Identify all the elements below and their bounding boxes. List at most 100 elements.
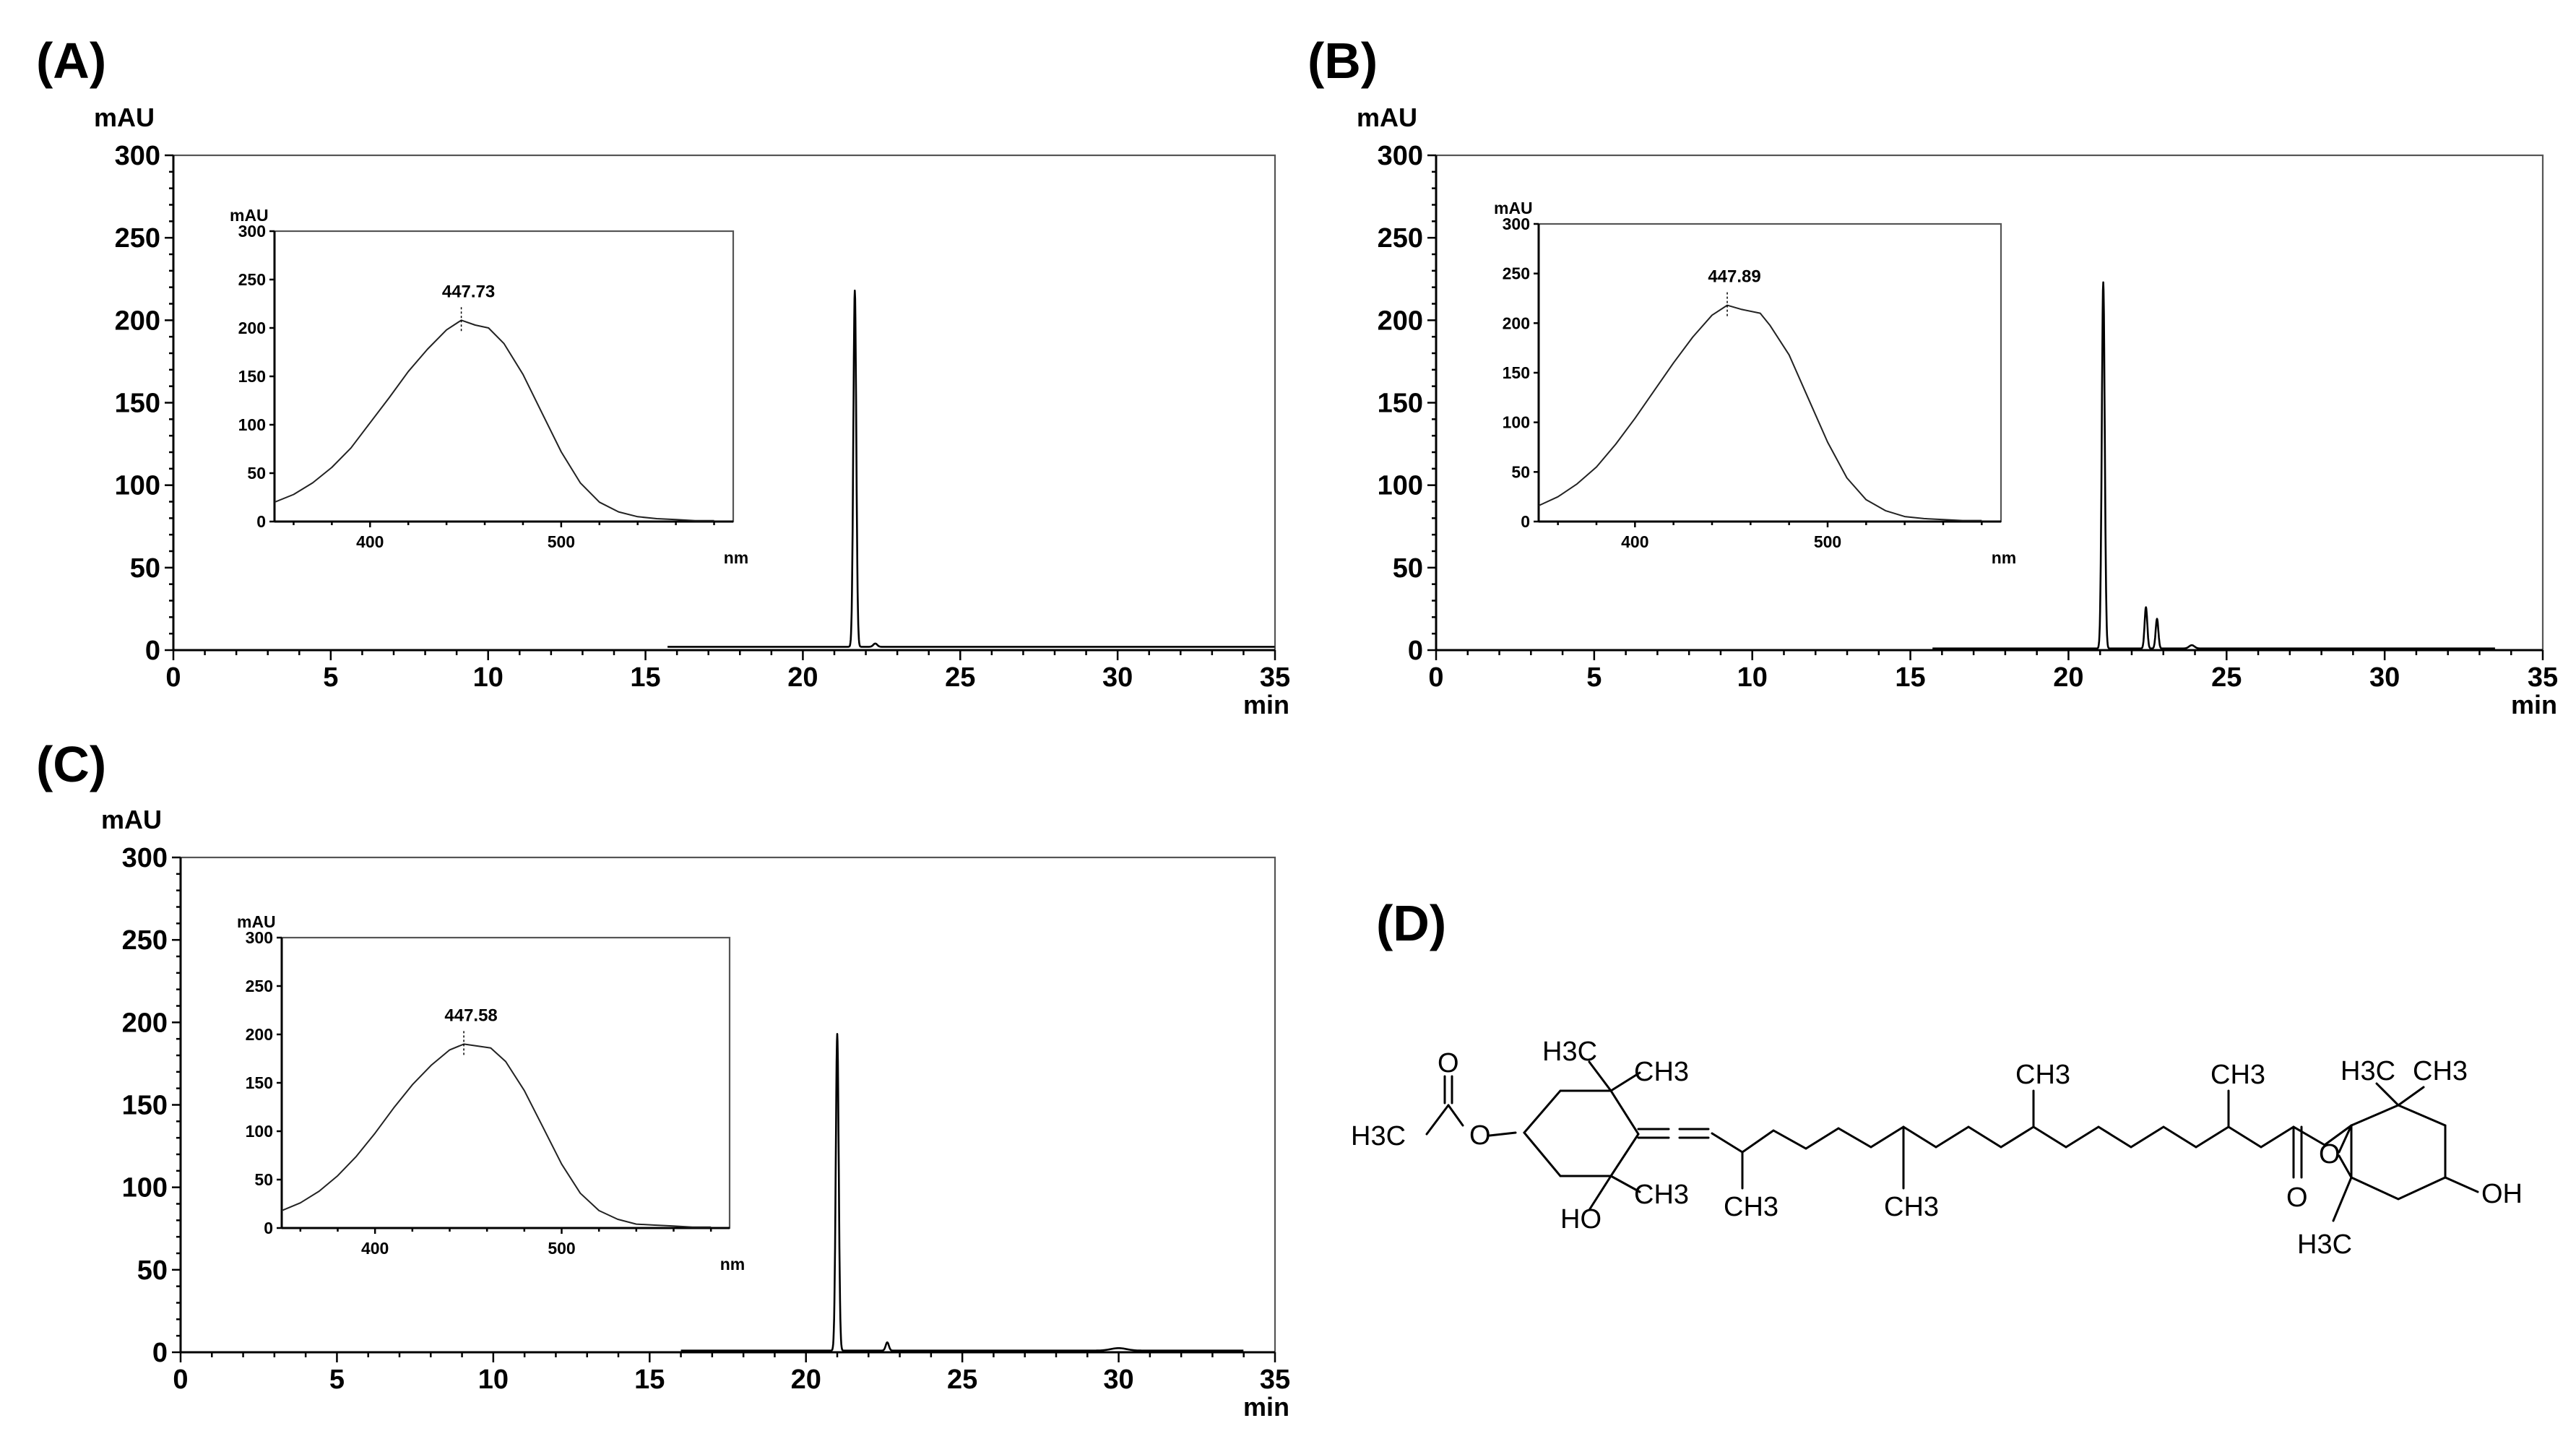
x-tick-label: 35: [1260, 1365, 1290, 1395]
inset-frame: [1537, 222, 2002, 523]
x-axis-unit: min: [1243, 1392, 1289, 1422]
y-tick-label: 150: [115, 389, 160, 419]
bond: [1488, 1131, 1517, 1137]
bond: [2444, 1176, 2479, 1193]
y-tick-label: 100: [115, 471, 160, 501]
label-ch3-ring1-top: CH3: [1634, 1057, 1689, 1087]
label-ch3-chain4: CH3: [2210, 1060, 2265, 1090]
y-tick-label: 50: [137, 1255, 168, 1286]
plot-frame: [1435, 154, 2544, 652]
inset-y-tick-label: 250: [238, 270, 266, 289]
x-tick-label: 30: [1103, 1365, 1133, 1395]
inset-y-unit: mAU: [1494, 199, 1533, 217]
x-tick-label: 0: [173, 1365, 188, 1395]
inset-y-tick-label: 50: [1511, 462, 1530, 481]
x-tick-label: 25: [947, 1365, 977, 1395]
y-tick-label: 300: [122, 843, 168, 873]
x-tick-label: 15: [630, 662, 660, 693]
x-axis-unit: min: [2511, 690, 2557, 719]
inset-y-tick-label: 0: [264, 1219, 273, 1237]
label-h3c-left: H3C: [1351, 1121, 1406, 1151]
label-ch3-chain2: CH3: [1884, 1192, 1939, 1222]
panel-d-label: (D): [1376, 895, 1446, 951]
inset-spectrum-trace: [1538, 304, 1982, 522]
label-ch3-ring1-bottom: CH3: [1634, 1180, 1689, 1210]
inset-x-tick-label: 500: [548, 1239, 575, 1258]
inset-x-unit: nm: [724, 548, 749, 567]
inset-y-tick-label: 0: [256, 512, 266, 531]
y-axis-unit: mAU: [101, 805, 162, 834]
x-tick-label: 25: [945, 662, 975, 693]
label-ho-ring1: HO: [1560, 1204, 1602, 1235]
inset-x-tick-label: 400: [361, 1239, 389, 1258]
y-tick-label: 200: [115, 306, 160, 336]
x-tick-label: 25: [2211, 662, 2242, 693]
bond: [2332, 1176, 2353, 1222]
inset-spectrum: 0 50 100 150 200 250 300 400 500 mAU nm 447.58: [237, 912, 745, 1274]
x-tick-label: 30: [1102, 662, 1133, 693]
bond: [1609, 1175, 1641, 1193]
inset-spectrum-trace: [274, 319, 714, 522]
x-tick-label: 0: [165, 662, 181, 693]
x-axis-unit: min: [1243, 690, 1289, 719]
x-tick-label: 5: [323, 662, 338, 693]
inset-y-tick-label: 300: [246, 928, 273, 947]
plot-frame: [179, 856, 1276, 1354]
x-tick-label: 20: [791, 1365, 821, 1395]
x-tick-label: 35: [1260, 662, 1290, 693]
bond: [1588, 1175, 1612, 1211]
y-axis-unit: mAU: [94, 103, 155, 132]
panel-b-label: (B): [1308, 33, 1378, 89]
inset-y-tick-label: 250: [246, 977, 273, 995]
ring-2: [2350, 1104, 2447, 1201]
inset-y-tick-label: 100: [1503, 413, 1530, 432]
inset-y-tick-label: 50: [254, 1170, 273, 1189]
y-tick-label: 250: [1378, 223, 1423, 254]
label-oh-ring2: OH: [2481, 1179, 2523, 1209]
inset-y-tick-label: 200: [246, 1025, 273, 1044]
chromatogram-trace: [667, 289, 1276, 648]
x-tick-label: 20: [787, 662, 818, 693]
y-tick-label: 0: [152, 1338, 168, 1368]
chromatogram-a: 0 50 100 150 200 250 300 0 5 10 15 20 25 30 35 mAU min 0 5…: [94, 103, 1290, 719]
bond: [2375, 1082, 2400, 1107]
y-tick-label: 100: [1378, 471, 1423, 501]
inset-y-tick-label: 200: [238, 319, 266, 337]
polyene-chain: [1711, 1125, 2326, 1154]
inset-frame: [273, 230, 735, 523]
x-tick-label: 30: [2369, 662, 2400, 693]
y-tick-label: 150: [122, 1091, 168, 1121]
inset-x-tick-label: 400: [1621, 532, 1648, 551]
inset-y-tick-label: 300: [238, 222, 266, 241]
y-tick-label: 150: [1378, 389, 1423, 419]
label-o-epoxide: O: [2319, 1139, 2341, 1170]
x-tick-label: 0: [1428, 662, 1443, 693]
inset-y-tick-label: 50: [247, 464, 266, 483]
y-tick-label: 250: [115, 223, 160, 254]
ring-1: [1523, 1089, 1640, 1177]
x-tick-label: 15: [634, 1365, 665, 1395]
bond: [2397, 1086, 2425, 1107]
label-o-carbonyl: O: [1438, 1048, 1459, 1078]
y-axis-unit: mAU: [1357, 103, 1417, 132]
y-tick-label: 50: [130, 553, 160, 584]
chromatogram-trace: [680, 1033, 1245, 1352]
inset-peak-label: 447.58: [444, 1006, 497, 1025]
y-tick-label: 200: [122, 1008, 168, 1038]
inset-y-tick-label: 150: [1503, 363, 1530, 382]
panel-c-label: (C): [36, 736, 106, 792]
panel-a-label: (A): [36, 33, 106, 89]
x-tick-label: 10: [1737, 662, 1768, 693]
bond: [2338, 1154, 2353, 1179]
inset-x-tick-label: 500: [1814, 532, 1841, 551]
inset-y-tick-label: 200: [1503, 314, 1530, 332]
inset-frame: [280, 936, 731, 1229]
chromatogram-b: 0 50 100 150 200 250 300 0 5 10 15 20 25 30 35 mAU min 0 5…: [1357, 103, 2558, 719]
y-tick-label: 300: [1378, 141, 1423, 171]
inset-y-tick-label: 300: [1503, 215, 1530, 233]
label-ch3-chain1: CH3: [1724, 1192, 1778, 1222]
y-tick-label: 250: [122, 925, 168, 956]
y-tick-label: 100: [122, 1173, 168, 1203]
label-h3c-ring1-top: H3C: [1542, 1037, 1597, 1067]
